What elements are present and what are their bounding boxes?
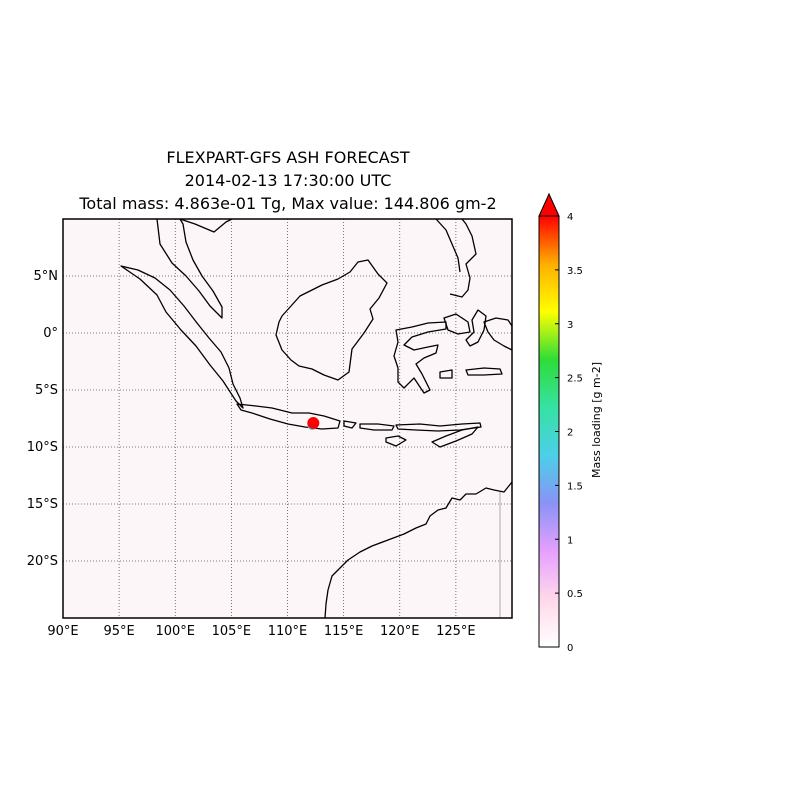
colorbar-tick-label: 0 <box>567 643 573 654</box>
lon-tick-label: 110°E <box>268 624 308 639</box>
lon-tick-label: 105°E <box>212 624 252 639</box>
timor-coast <box>431 426 479 448</box>
lat-tick-label: 15°S <box>27 497 58 512</box>
colorbar-label: Mass loading [g m-2] <box>590 362 603 478</box>
buru-coast <box>439 369 453 379</box>
australia-coast <box>324 481 512 618</box>
halmahera-coast <box>465 309 487 347</box>
colorbar-tick-label: 3 <box>567 320 573 331</box>
map-frame <box>62 218 513 619</box>
colorbar-ticks: 0 0.5 1 1.5 2 2.5 3 3.5 4 <box>555 212 583 654</box>
lat-tick-label: 20°S <box>27 554 58 569</box>
colorbar-tick-label: 4 <box>567 212 573 223</box>
mindanao-coast <box>435 219 477 298</box>
malay-peninsula-coast <box>156 219 223 319</box>
sumba-coast <box>385 435 407 447</box>
lesser-sunda-east <box>395 422 482 432</box>
mass-summary: Total mass: 4.863e-01 Tg, Max value: 144… <box>79 194 497 213</box>
lon-tick-label: 90°E <box>47 624 78 639</box>
colorbar-tick-label: 1.5 <box>567 481 583 492</box>
chart-title: FLEXPART-GFS ASH FORECAST <box>166 148 410 167</box>
forecast-time: 2014-02-13 17:30:00 UTC <box>184 171 392 190</box>
lon-tick-label: 115°E <box>324 624 364 639</box>
ash-core <box>307 417 320 430</box>
colorbar-tick-label: 1 <box>567 535 573 546</box>
lon-tick-label: 95°E <box>103 624 134 639</box>
lon-tick-labels: 90°E 95°E 100°E 105°E 110°E 115°E 120°E 125°E <box>47 624 475 639</box>
seram-coast <box>465 367 503 376</box>
lat-tick-label: 0° <box>43 326 58 341</box>
sumatra-coast <box>120 265 244 409</box>
indochina-coast <box>179 219 233 233</box>
lon-tick-label: 120°E <box>380 624 420 639</box>
colorbar-tick-label: 0.5 <box>567 589 583 600</box>
new-guinea-coast <box>483 317 512 351</box>
graticule <box>63 219 512 618</box>
colorbar-tick-label: 2.5 <box>567 374 583 385</box>
colorbar: 0 0.5 1 1.5 2 2.5 3 3.5 4 Mass loading [g m-2] <box>538 192 603 654</box>
ash-plume <box>307 417 320 431</box>
lat-tick-label: 5°N <box>34 269 59 284</box>
colorbar-tick-label: 2 <box>567 428 573 439</box>
java-coast <box>236 403 341 430</box>
lat-tick-label: 5°S <box>35 383 58 398</box>
lesser-sunda-west <box>343 420 395 431</box>
colorbar-tick-label: 3.5 <box>567 266 583 277</box>
lat-tick-labels: 5°N 0° 5°S 10°S 15°S 20°S <box>27 269 58 569</box>
coastlines <box>120 219 512 618</box>
lat-tick-label: 10°S <box>27 440 58 455</box>
colorbar-extend-arrow <box>538 192 560 217</box>
mindanao-south-coast <box>443 313 471 335</box>
lon-tick-label: 125°E <box>436 624 476 639</box>
borneo-coast <box>275 259 388 381</box>
sulawesi-coast <box>393 321 447 394</box>
lon-tick-label: 100°E <box>155 624 195 639</box>
